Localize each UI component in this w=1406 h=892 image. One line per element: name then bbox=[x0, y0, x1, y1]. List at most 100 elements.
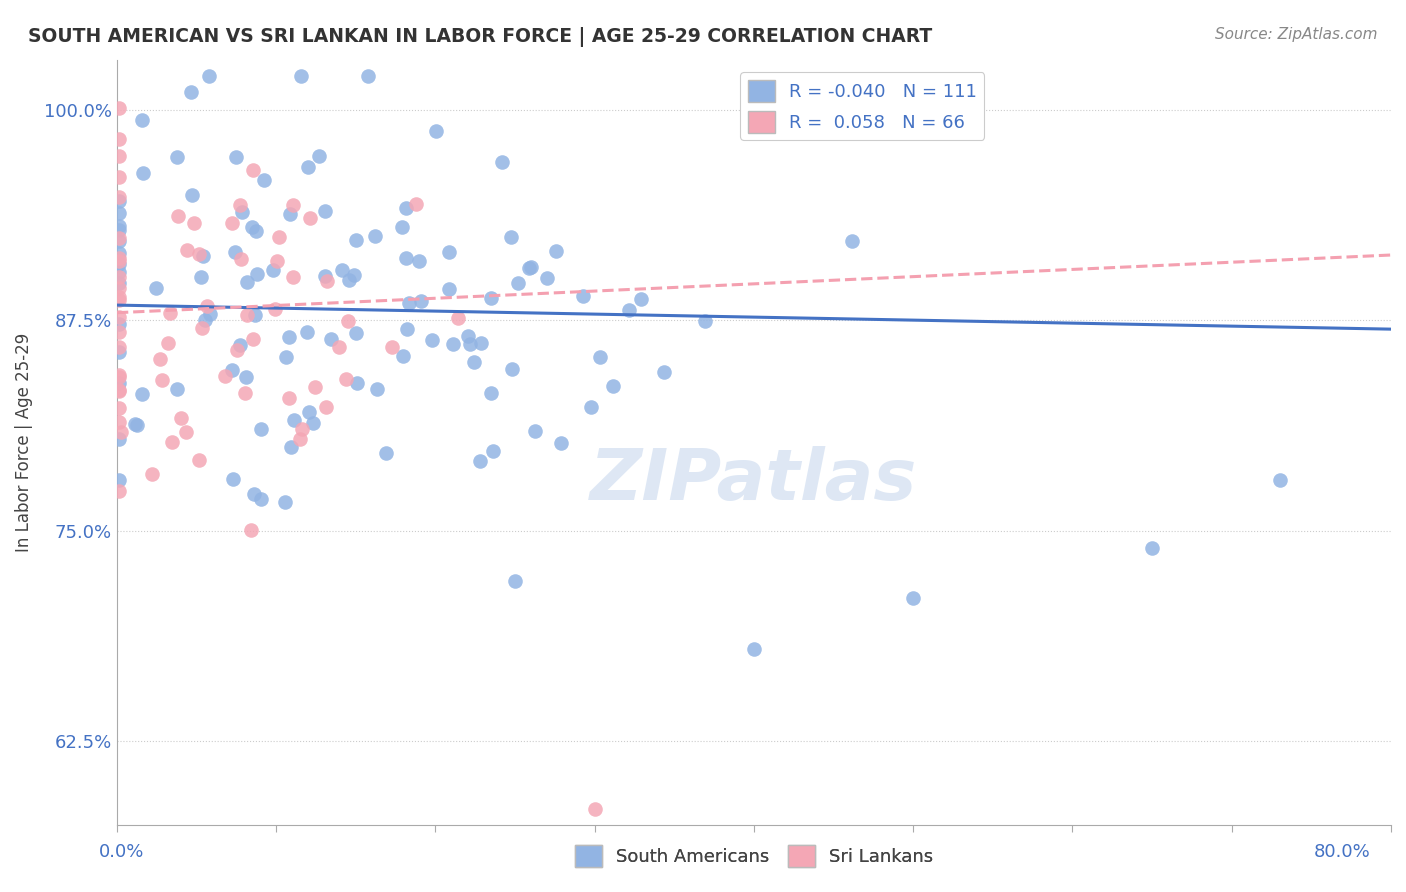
Point bbox=[246, 267, 269, 281]
Point bbox=[127, 417, 149, 432]
Point bbox=[470, 335, 492, 350]
Point bbox=[107, 384, 129, 398]
Point bbox=[841, 235, 863, 249]
Point bbox=[107, 132, 129, 146]
Point bbox=[166, 382, 188, 396]
Point bbox=[107, 276, 129, 290]
Text: Source: ZipAtlas.com: Source: ZipAtlas.com bbox=[1215, 27, 1378, 42]
Point bbox=[107, 254, 129, 268]
Point bbox=[652, 365, 675, 379]
Point bbox=[242, 219, 264, 234]
Point bbox=[392, 350, 415, 364]
Point bbox=[107, 376, 129, 390]
Point bbox=[190, 321, 212, 335]
Point bbox=[366, 382, 388, 396]
Point bbox=[337, 314, 360, 328]
Point bbox=[457, 328, 479, 343]
Point bbox=[214, 369, 236, 384]
Point bbox=[107, 384, 129, 398]
Point bbox=[221, 216, 243, 230]
Point bbox=[278, 207, 301, 221]
Point bbox=[183, 216, 205, 230]
Point bbox=[222, 472, 245, 486]
Point bbox=[124, 417, 146, 431]
Point bbox=[470, 453, 492, 467]
Point bbox=[107, 219, 129, 234]
Point bbox=[145, 281, 167, 295]
Point bbox=[107, 223, 129, 237]
Point bbox=[503, 574, 526, 589]
Point bbox=[420, 333, 443, 347]
Point bbox=[439, 282, 461, 296]
Text: SOUTH AMERICAN VS SRI LANKAN IN LABOR FORCE | AGE 25-29 CORRELATION CHART: SOUTH AMERICAN VS SRI LANKAN IN LABOR FO… bbox=[28, 27, 932, 46]
Point bbox=[166, 209, 188, 223]
Point bbox=[308, 149, 330, 163]
Point bbox=[107, 269, 129, 284]
Text: 80.0%: 80.0% bbox=[1315, 843, 1371, 861]
Point bbox=[283, 270, 305, 285]
Point bbox=[501, 229, 523, 244]
Point bbox=[107, 101, 129, 115]
Point bbox=[236, 308, 259, 322]
Text: 0.0%: 0.0% bbox=[98, 843, 143, 861]
Point bbox=[107, 340, 129, 354]
Point bbox=[344, 233, 367, 247]
Point bbox=[141, 467, 163, 481]
Point bbox=[174, 425, 197, 440]
Point bbox=[235, 370, 257, 384]
Point bbox=[180, 85, 202, 99]
Point bbox=[409, 293, 432, 308]
Point bbox=[297, 160, 319, 174]
Point bbox=[321, 332, 343, 346]
Point bbox=[160, 434, 183, 449]
Point bbox=[229, 337, 252, 351]
Point bbox=[395, 251, 418, 265]
Point bbox=[536, 270, 558, 285]
Point bbox=[108, 265, 131, 279]
Point bbox=[107, 345, 129, 359]
Point bbox=[107, 246, 129, 260]
Point bbox=[166, 150, 188, 164]
Point bbox=[589, 350, 612, 364]
Point bbox=[1268, 474, 1291, 488]
Point bbox=[267, 230, 290, 244]
Point bbox=[523, 424, 546, 438]
Point bbox=[330, 263, 353, 277]
Point bbox=[583, 802, 606, 816]
Point bbox=[249, 491, 271, 506]
Point bbox=[107, 310, 129, 324]
Point bbox=[221, 363, 243, 377]
Point bbox=[266, 254, 288, 268]
Point bbox=[191, 249, 214, 263]
Point bbox=[482, 443, 505, 458]
Point bbox=[276, 351, 298, 365]
Point bbox=[277, 392, 299, 406]
Point bbox=[245, 224, 267, 238]
Point bbox=[242, 163, 264, 178]
Point bbox=[290, 70, 312, 84]
Point bbox=[344, 326, 367, 340]
Point bbox=[242, 332, 264, 346]
Point bbox=[264, 302, 287, 317]
Point bbox=[107, 257, 129, 271]
Point bbox=[107, 473, 129, 487]
Point bbox=[315, 400, 337, 414]
Point bbox=[316, 273, 339, 287]
Point bbox=[188, 246, 211, 260]
Point bbox=[295, 325, 318, 339]
Point bbox=[501, 361, 523, 376]
Point bbox=[190, 270, 212, 285]
Point bbox=[107, 325, 129, 339]
Point bbox=[188, 452, 211, 467]
Point bbox=[110, 425, 132, 440]
Point bbox=[375, 446, 398, 460]
Text: ZIPatlas: ZIPatlas bbox=[591, 446, 918, 516]
Point bbox=[314, 204, 336, 219]
Point bbox=[425, 124, 447, 138]
Point bbox=[357, 70, 380, 84]
Point bbox=[479, 291, 502, 305]
Point bbox=[364, 229, 387, 244]
Point bbox=[107, 368, 129, 383]
Point bbox=[229, 252, 252, 266]
Point bbox=[447, 311, 470, 326]
